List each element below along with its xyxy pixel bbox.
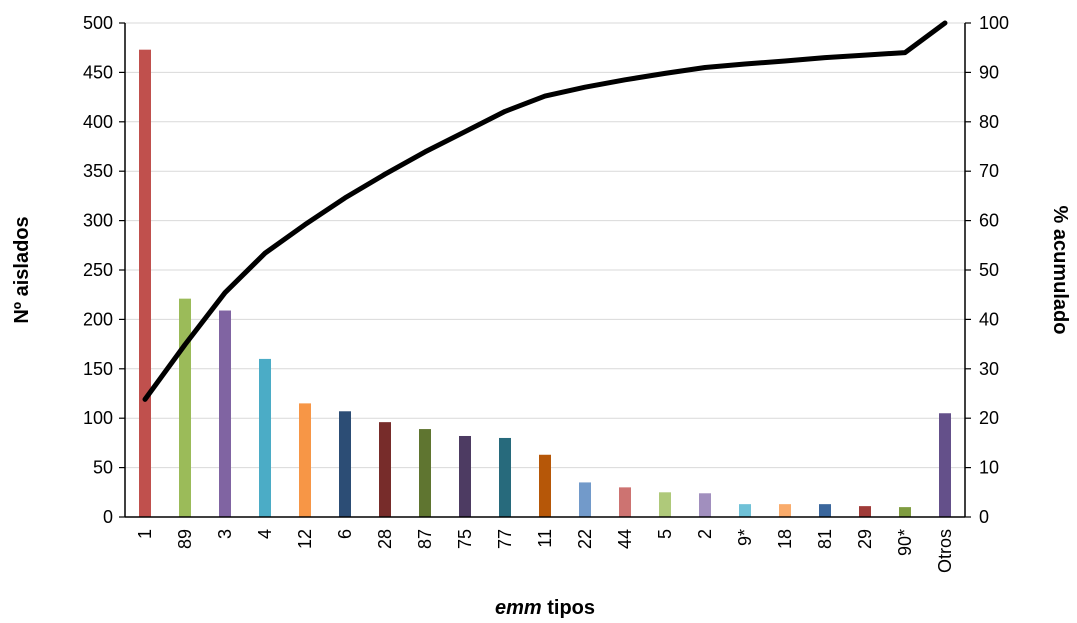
gridlines bbox=[125, 22, 965, 469]
y2-tick-label: 50 bbox=[979, 260, 999, 280]
bar bbox=[259, 358, 271, 517]
x-tick-label: 44 bbox=[615, 529, 635, 549]
y2-tick-label: 80 bbox=[979, 112, 999, 132]
x-tick-label: 1 bbox=[135, 529, 155, 539]
x-tick-label: 5 bbox=[655, 529, 675, 539]
x-tick-label: 4 bbox=[255, 529, 275, 539]
y2-tick-label: 40 bbox=[979, 309, 999, 329]
y-tick-label: 250 bbox=[83, 260, 113, 280]
x-tick-label: 3 bbox=[215, 529, 235, 539]
x-tick-label: 11 bbox=[535, 529, 555, 548]
bar bbox=[339, 411, 351, 517]
left-axis-ticks: 0 50 100 150 200 250 300 350 400 450 500 bbox=[83, 13, 125, 527]
x-tick-label: 12 bbox=[295, 529, 315, 549]
bar bbox=[699, 493, 711, 517]
bar bbox=[739, 504, 751, 517]
y2-axis-title: % acumulado bbox=[1049, 206, 1071, 335]
x-tick-label: 90* bbox=[895, 529, 915, 556]
x-tick-label: 6 bbox=[335, 529, 355, 539]
cumulative-percent-line bbox=[142, 20, 948, 402]
bar bbox=[459, 435, 471, 517]
y2-tick-label: 90 bbox=[979, 62, 999, 82]
x-tick-label: 81 bbox=[815, 529, 835, 549]
x-tick-label: 22 bbox=[575, 529, 595, 549]
bar bbox=[379, 422, 391, 517]
x-tick-label: 28 bbox=[375, 529, 395, 549]
y-tick-label: 350 bbox=[83, 161, 113, 181]
x-tick-label: 75 bbox=[455, 529, 475, 549]
y2-tick-label: 100 bbox=[979, 13, 1009, 33]
x-axis-title-italic: emm bbox=[495, 597, 542, 619]
y2-tick-label: 60 bbox=[979, 211, 999, 231]
bar bbox=[419, 429, 431, 517]
bar bbox=[859, 506, 871, 517]
bar bbox=[939, 413, 951, 517]
cumulative-line-group bbox=[142, 20, 948, 402]
bar bbox=[659, 492, 671, 517]
x-tick-label: 77 bbox=[495, 529, 515, 549]
x-tick-label: Otros bbox=[935, 529, 955, 573]
y-tick-label: 200 bbox=[83, 309, 113, 329]
y2-tick-label: 70 bbox=[979, 161, 999, 181]
x-tick-label: 9* bbox=[735, 529, 755, 546]
y2-tick-label: 20 bbox=[979, 408, 999, 428]
x-axis-title-rest: tipos bbox=[542, 597, 595, 619]
y2-tick-label: 30 bbox=[979, 359, 999, 379]
y-axis-title: Nº aislados bbox=[11, 216, 33, 323]
x-tick-label: 29 bbox=[855, 529, 875, 549]
x-tick-label: 89 bbox=[175, 529, 195, 549]
bar bbox=[899, 507, 911, 517]
y-tick-label: 300 bbox=[83, 211, 113, 231]
y-tick-label: 150 bbox=[83, 359, 113, 379]
x-tick-label: 2 bbox=[695, 529, 715, 539]
y-tick-label: 400 bbox=[83, 112, 113, 132]
y-tick-label: 50 bbox=[93, 458, 113, 478]
y-tick-label: 100 bbox=[83, 408, 113, 428]
bar bbox=[499, 437, 511, 517]
y-tick-label: 500 bbox=[83, 13, 113, 33]
right-axis-ticks: 0 10 20 30 40 50 60 70 80 90 100 bbox=[965, 13, 1009, 527]
bar bbox=[539, 454, 551, 517]
x-axis-ticks: 1 89 3 4 12 6 28 87 75 77 11 22 44 5 2 9* 18 81 29 90* Otros bbox=[135, 529, 955, 573]
bar bbox=[219, 310, 231, 517]
bar bbox=[179, 298, 191, 517]
bar bbox=[779, 504, 791, 517]
y2-tick-label: 0 bbox=[979, 507, 989, 527]
x-axis-title: emm tipos bbox=[495, 597, 595, 619]
y-tick-label: 0 bbox=[103, 507, 113, 527]
y-tick-label: 450 bbox=[83, 62, 113, 82]
x-tick-label: 87 bbox=[415, 529, 435, 549]
bar bbox=[619, 487, 631, 517]
bar bbox=[579, 482, 591, 517]
bar bbox=[819, 504, 831, 517]
bars-group bbox=[139, 49, 951, 518]
y2-tick-label: 10 bbox=[979, 458, 999, 478]
bar bbox=[299, 403, 311, 517]
x-tick-label: 18 bbox=[775, 529, 795, 549]
bar bbox=[139, 49, 151, 518]
